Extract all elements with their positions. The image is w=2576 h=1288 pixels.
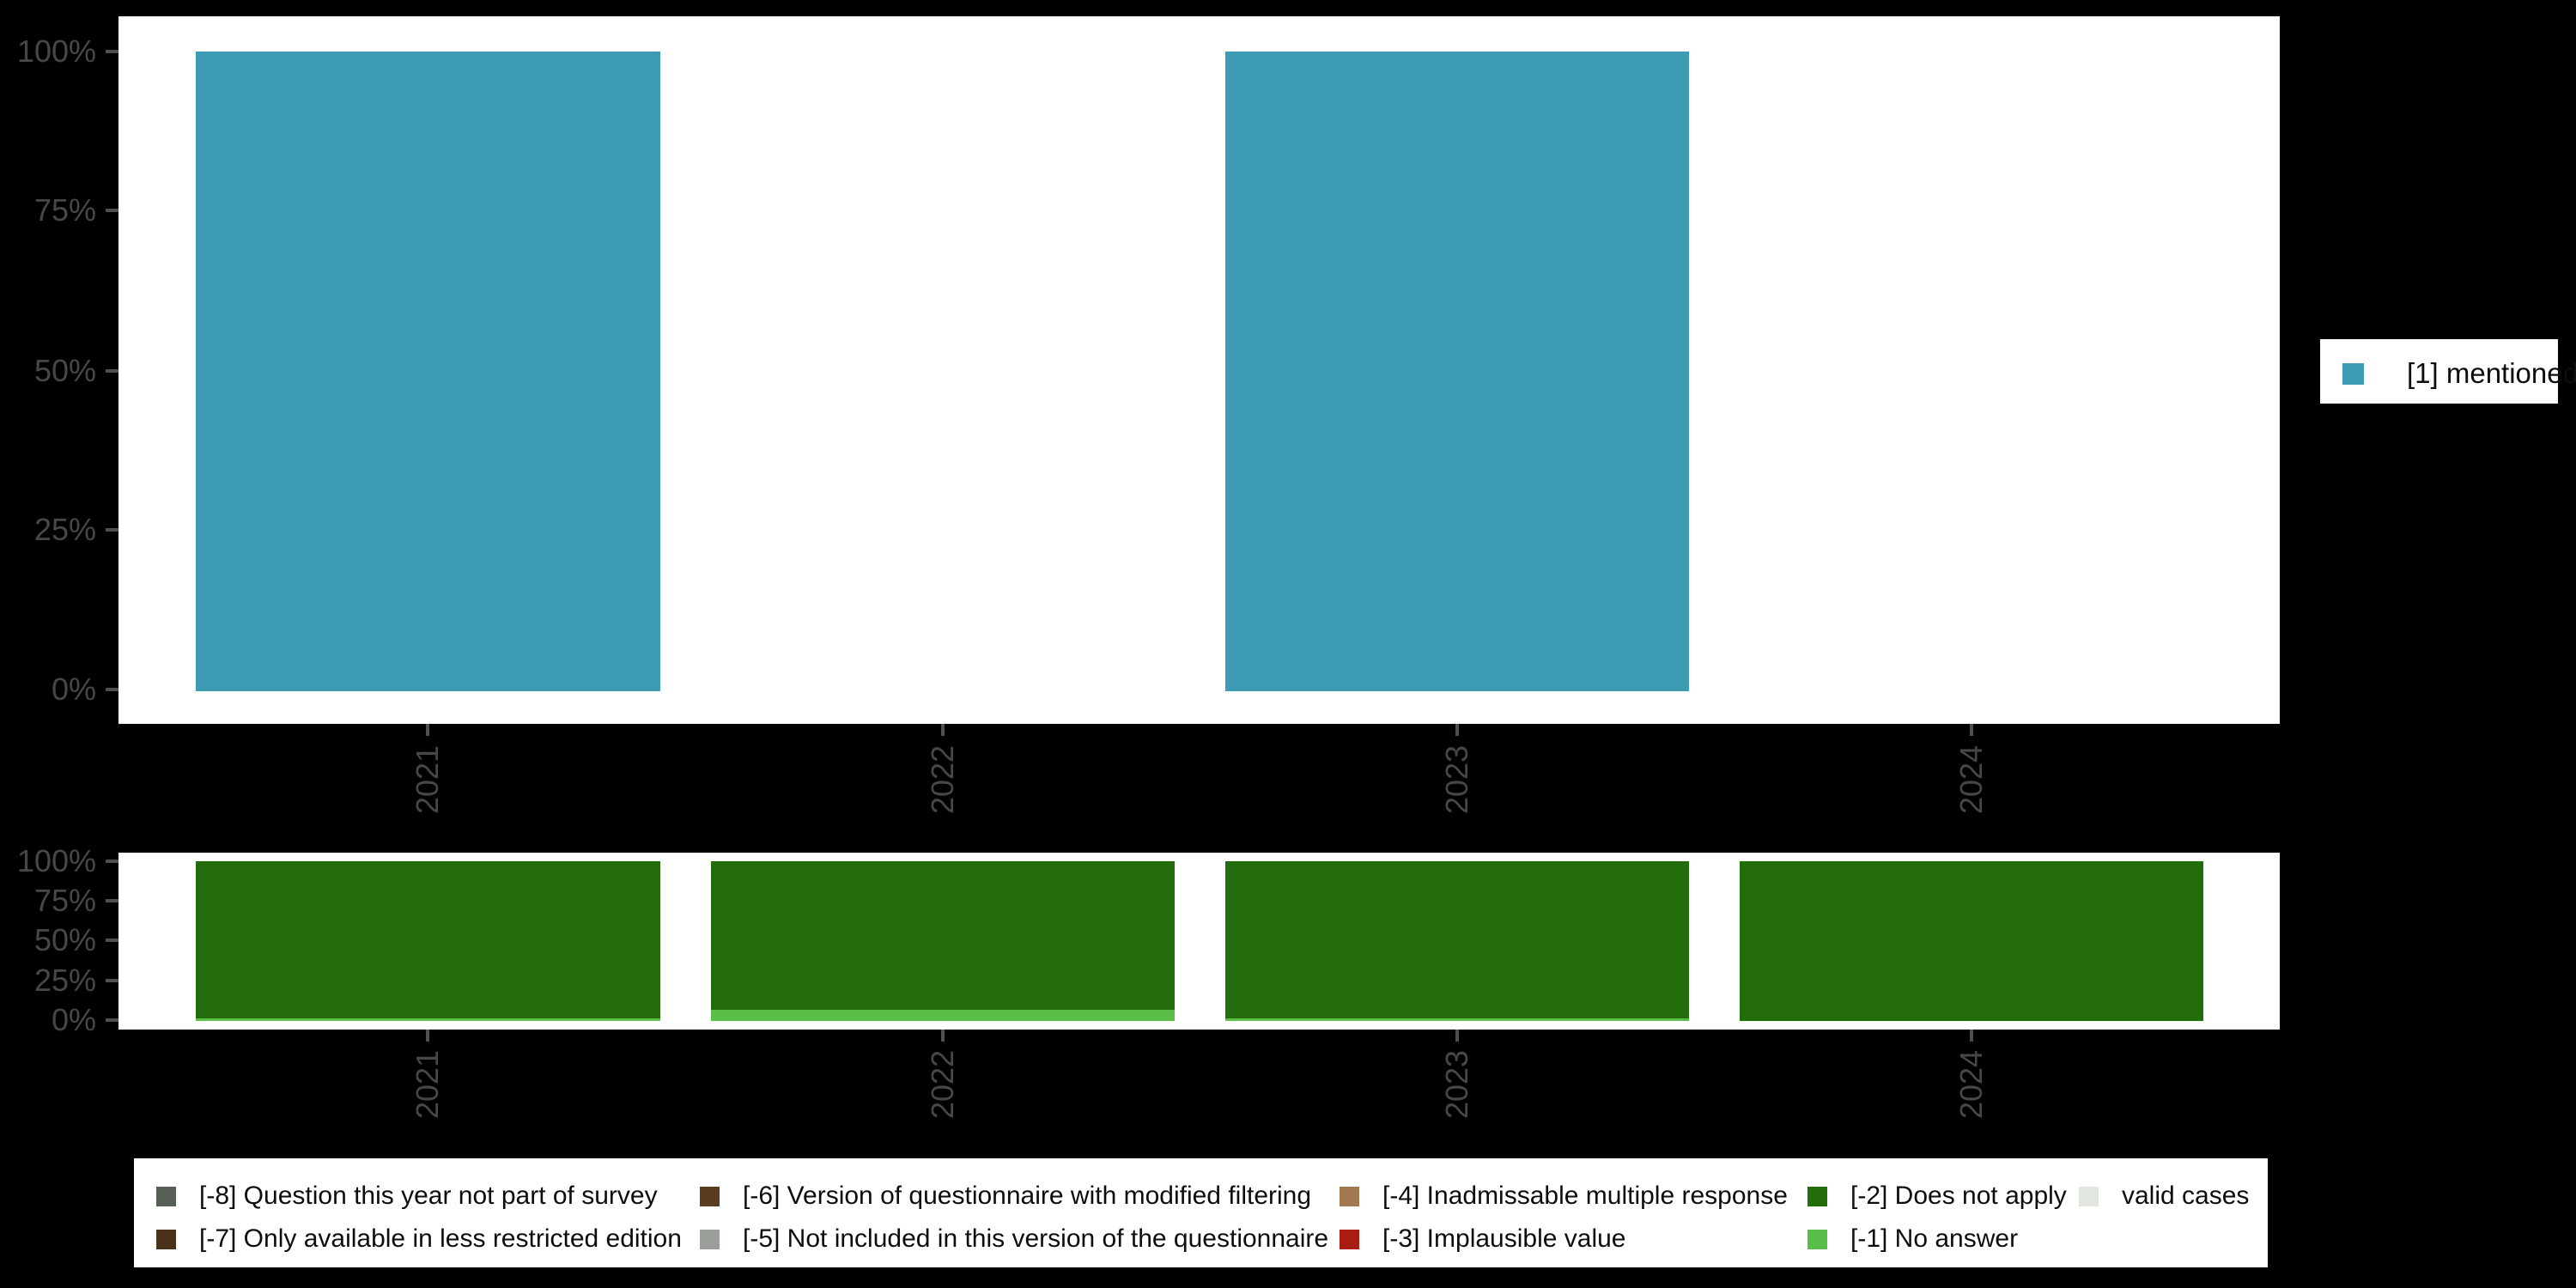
bar-2021-mentioned [196,52,660,691]
legend-label: [-8] Question this year not part of surv… [199,1182,658,1210]
minus3-swatch [1340,1229,1359,1249]
bar-2023-mentioned [1225,52,1689,691]
minus6-swatch [700,1186,720,1206]
x-tick [941,724,945,736]
x-axis-label-2022: 2022 [891,728,994,831]
minus2-swatch [1807,1186,1827,1206]
x-tick [1455,1030,1459,1042]
x-axis-label-2022: 2022 [891,1033,994,1136]
legend-box-valid-values: [1] mentioned [2320,339,2576,404]
x-axis-label-2024: 2024 [1920,728,2023,831]
legend-label: [-4] Inadmissable multiple response [1382,1182,1788,1210]
x-axis-label-text: 2024 [1953,744,1989,815]
legend-label: [-6] Version of questionnaire with modif… [743,1182,1312,1210]
y-tick [106,899,118,902]
y-axis-tick-label: 75% [33,192,96,228]
minus5-swatch [700,1229,720,1249]
legend-label: [-2] Does not apply [1850,1182,2067,1210]
mentioned-swatch [2342,362,2364,385]
y-tick [106,939,118,942]
x-axis-label-2021: 2021 [376,728,479,831]
segment-2022-does-not-apply [711,861,1175,1010]
x-tick [1455,724,1459,736]
y-axis-tick-label: 0% [51,1002,96,1037]
minus7-swatch [156,1229,176,1249]
legend-item-minus4: [-4] Inadmissable multiple response [1340,1182,1788,1210]
segment-2022-no-answer [711,1010,1175,1021]
y-tick [106,209,118,212]
x-tick [1970,1030,1973,1042]
legend-label: [-3] Implausible value [1382,1224,1626,1253]
segment-2023-does-not-apply [1225,861,1689,1018]
y-axis-tick-label: 100% [16,843,96,878]
x-tick [426,1030,429,1042]
valid-cases-swatch [2079,1186,2099,1206]
x-axis-label-text: 2021 [410,744,445,815]
x-axis-label-text: 2023 [1439,1049,1474,1120]
legend-label: [-5] Not included in this version of the… [743,1224,1329,1253]
y-axis-tick-label: 50% [33,353,96,388]
y-axis-tick-label: 25% [33,512,96,547]
y-tick [106,688,118,691]
y-axis-tick-label: 0% [51,671,96,707]
y-axis-tick-label: 75% [33,883,96,918]
legend-item-minus1: [-1] No answer [1807,1225,2018,1253]
legend-label: valid cases [2122,1182,2250,1210]
segment-2024-does-not-apply [1740,861,2203,1021]
minus8-swatch [156,1186,176,1206]
x-tick [1970,724,1973,736]
segment-2023-no-answer [1225,1018,1689,1021]
x-axis-label-2021: 2021 [376,1033,479,1136]
x-axis-label-text: 2022 [925,1049,960,1120]
x-tick [426,724,429,736]
segment-2021-does-not-apply [196,861,660,1018]
legend-item-minus7: [-7] Only available in less restricted e… [156,1225,682,1253]
legend-label: [-7] Only available in less restricted e… [199,1224,682,1253]
x-axis-label-text: 2021 [410,1049,445,1120]
legend-label: [1] mentioned [2407,357,2576,389]
x-axis-label-text: 2022 [925,744,960,815]
bottom-chart-panel [118,853,2280,1030]
minus1-swatch [1807,1229,1827,1249]
legend-box-missing-values: [-8] Question this year not part of surv… [134,1158,2268,1267]
y-axis-tick-label: 25% [33,963,96,998]
x-axis-label-text: 2023 [1439,744,1474,815]
x-axis-label-2023: 2023 [1406,1033,1509,1136]
y-tick [106,528,118,532]
legend-item-mentioned: [1] mentioned [2342,357,2576,389]
x-axis-label-2023: 2023 [1406,728,1509,831]
y-tick [106,1018,118,1022]
minus4-swatch [1340,1186,1359,1206]
top-chart-panel [118,16,2280,724]
legend-item-minus5: [-5] Not included in this version of the… [700,1225,1328,1253]
y-tick [106,979,118,982]
y-axis-tick-label: 100% [16,33,96,69]
segment-2021-no-answer [196,1018,660,1021]
legend-item-minus3: [-3] Implausible value [1340,1225,1625,1253]
x-tick [941,1030,945,1042]
x-axis-label-text: 2024 [1953,1049,1989,1120]
legend-item-minus6: [-6] Version of questionnaire with modif… [700,1182,1311,1210]
legend-item-minus2: [-2] Does not apply [1807,1182,2067,1210]
y-tick [106,369,118,373]
legend-label: [-1] No answer [1850,1224,2019,1253]
legend-item-minus8: [-8] Question this year not part of surv… [156,1182,658,1210]
y-tick [106,860,118,863]
x-axis-label-2024: 2024 [1920,1033,2023,1136]
y-tick [106,50,118,53]
legend-item-valid-cases: valid cases [2079,1182,2249,1210]
y-axis-tick-label: 50% [33,922,96,957]
